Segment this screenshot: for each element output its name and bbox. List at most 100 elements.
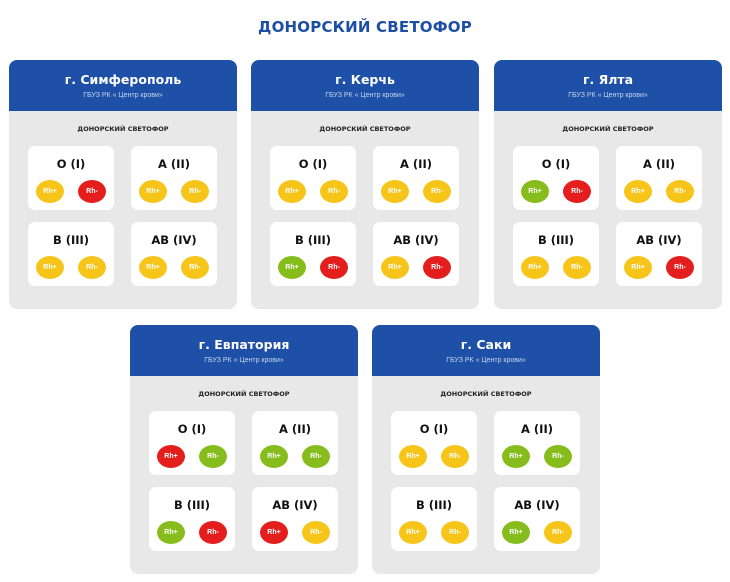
blood-group-name: AB (IV) [151, 233, 197, 247]
rh-negative-indicator: Rh- [666, 180, 694, 203]
org-name: ГБУЗ РК « Центр крови» [568, 92, 648, 99]
rh-positive-indicator: Rh+ [278, 256, 306, 279]
rh-positive-indicator: Rh+ [399, 521, 427, 544]
blood-group-name: O (I) [419, 422, 449, 436]
blood-group-o: O (I) Rh+ Rh- [391, 411, 477, 475]
rh-negative-indicator: Rh- [563, 180, 591, 203]
blood-group-name: O (I) [177, 422, 207, 436]
blood-group-ab: AB (IV) Rh+ Rh- [131, 222, 217, 286]
blood-group-a: A (II) Rh+ Rh- [131, 146, 217, 210]
blood-group-o: O (I) Rh+ Rh- [270, 146, 356, 210]
rh-positive-indicator: Rh+ [502, 521, 530, 544]
blood-group-name: AB (IV) [514, 498, 560, 512]
rh-negative-indicator: Rh- [544, 521, 572, 544]
rh-positive-indicator: Rh+ [36, 180, 64, 203]
city-name: г. Симферополь [64, 72, 182, 87]
rh-negative-indicator: Rh- [320, 180, 348, 203]
city-name: г. Евпатория [198, 337, 290, 352]
card-kerch: г. Керчь ГБУЗ РК « Центр крови» ДОНОРСКИ… [251, 60, 479, 309]
blood-group-name: B (III) [415, 498, 453, 512]
blood-group-name: AB (IV) [393, 233, 439, 247]
blood-group-name: A (II) [521, 422, 553, 436]
blood-group-name: B (III) [173, 498, 211, 512]
rh-negative-indicator: Rh- [302, 445, 330, 468]
rh-negative-indicator: Rh- [544, 445, 572, 468]
svetofor-label: ДОНОРСКИЙ СВЕТОФОР [440, 390, 532, 398]
blood-group-name: O (I) [541, 157, 571, 171]
svetofor-label: ДОНОРСКИЙ СВЕТОФОР [319, 125, 411, 133]
card-saki: г. Саки ГБУЗ РК « Центр крови» ДОНОРСКИЙ… [372, 325, 600, 574]
card-header: г. Евпатория ГБУЗ РК « Центр крови» [130, 325, 358, 376]
blood-group-name: AB (IV) [272, 498, 318, 512]
rh-positive-indicator: Rh+ [399, 445, 427, 468]
rh-positive-indicator: Rh+ [521, 180, 549, 203]
rh-positive-indicator: Rh+ [624, 256, 652, 279]
blood-group-a: A (II) Rh+ Rh- [616, 146, 702, 210]
blood-group-o: O (I) Rh+ Rh- [149, 411, 235, 475]
blood-group-name: A (II) [158, 157, 190, 171]
rh-negative-indicator: Rh- [302, 521, 330, 544]
rh-positive-indicator: Rh+ [139, 180, 167, 203]
rh-negative-indicator: Rh- [666, 256, 694, 279]
blood-group-name: A (II) [400, 157, 432, 171]
svetofor-label: ДОНОРСКИЙ СВЕТОФОР [198, 390, 290, 398]
blood-group-name: O (I) [298, 157, 328, 171]
org-name: ГБУЗ РК « Центр крови» [446, 357, 526, 364]
rh-negative-indicator: Rh- [199, 521, 227, 544]
card-simferopol: г. Симферополь ГБУЗ РК « Центр крови» ДО… [9, 60, 237, 309]
blood-group-b: B (III) Rh+ Rh- [270, 222, 356, 286]
card-header: г. Симферополь ГБУЗ РК « Центр крови» [9, 60, 237, 111]
blood-group-name: A (II) [279, 422, 311, 436]
org-name: ГБУЗ РК « Центр крови» [325, 92, 405, 99]
blood-group-name: B (III) [537, 233, 575, 247]
svetofor-label: ДОНОРСКИЙ СВЕТОФОР [562, 125, 654, 133]
blood-group-ab: AB (IV) Rh+ Rh- [616, 222, 702, 286]
rh-negative-indicator: Rh- [199, 445, 227, 468]
blood-group-name: A (II) [643, 157, 675, 171]
rh-negative-indicator: Rh- [320, 256, 348, 279]
rh-negative-indicator: Rh- [423, 256, 451, 279]
rh-negative-indicator: Rh- [441, 445, 469, 468]
city-name: г. Ялта [582, 72, 634, 87]
blood-group-name: O (I) [56, 157, 86, 171]
rh-positive-indicator: Rh+ [260, 445, 288, 468]
rh-positive-indicator: Rh+ [381, 256, 409, 279]
blood-group-name: AB (IV) [636, 233, 682, 247]
blood-group-o: O (I) Rh+ Rh- [513, 146, 599, 210]
org-name: ГБУЗ РК « Центр крови» [204, 357, 284, 364]
city-name: г. Саки [460, 337, 512, 352]
rh-positive-indicator: Rh+ [502, 445, 530, 468]
card-header: г. Саки ГБУЗ РК « Центр крови» [372, 325, 600, 376]
blood-group-ab: AB (IV) Rh+ Rh- [373, 222, 459, 286]
rh-positive-indicator: Rh+ [260, 521, 288, 544]
rh-positive-indicator: Rh+ [278, 180, 306, 203]
rh-positive-indicator: Rh+ [139, 256, 167, 279]
card-evpatoria: г. Евпатория ГБУЗ РК « Центр крови» ДОНО… [130, 325, 358, 574]
svetofor-label: ДОНОРСКИЙ СВЕТОФОР [77, 125, 169, 133]
blood-group-a: A (II) Rh+ Rh- [252, 411, 338, 475]
blood-group-b: B (III) Rh+ Rh- [513, 222, 599, 286]
blood-group-name: B (III) [52, 233, 90, 247]
rh-positive-indicator: Rh+ [521, 256, 549, 279]
card-header: г. Ялта ГБУЗ РК « Центр крови» [494, 60, 722, 111]
page-title: ДОНОРСКИЙ СВЕТОФОР [258, 18, 472, 36]
rh-negative-indicator: Rh- [563, 256, 591, 279]
rh-positive-indicator: Rh+ [157, 445, 185, 468]
blood-group-name: B (III) [294, 233, 332, 247]
rh-positive-indicator: Rh+ [381, 180, 409, 203]
org-name: ГБУЗ РК « Центр крови» [83, 92, 163, 99]
city-name: г. Керчь [335, 72, 395, 87]
rh-positive-indicator: Rh+ [624, 180, 652, 203]
rh-negative-indicator: Rh- [78, 256, 106, 279]
rh-negative-indicator: Rh- [181, 180, 209, 203]
rh-negative-indicator: Rh- [423, 180, 451, 203]
blood-group-ab: AB (IV) Rh+ Rh- [494, 487, 580, 551]
rh-positive-indicator: Rh+ [36, 256, 64, 279]
blood-group-ab: AB (IV) Rh+ Rh- [252, 487, 338, 551]
blood-group-a: A (II) Rh+ Rh- [494, 411, 580, 475]
blood-group-b: B (III) Rh+ Rh- [149, 487, 235, 551]
blood-group-o: O (I) Rh+ Rh- [28, 146, 114, 210]
rh-negative-indicator: Rh- [181, 256, 209, 279]
card-yalta: г. Ялта ГБУЗ РК « Центр крови» ДОНОРСКИЙ… [494, 60, 722, 309]
blood-group-a: A (II) Rh+ Rh- [373, 146, 459, 210]
